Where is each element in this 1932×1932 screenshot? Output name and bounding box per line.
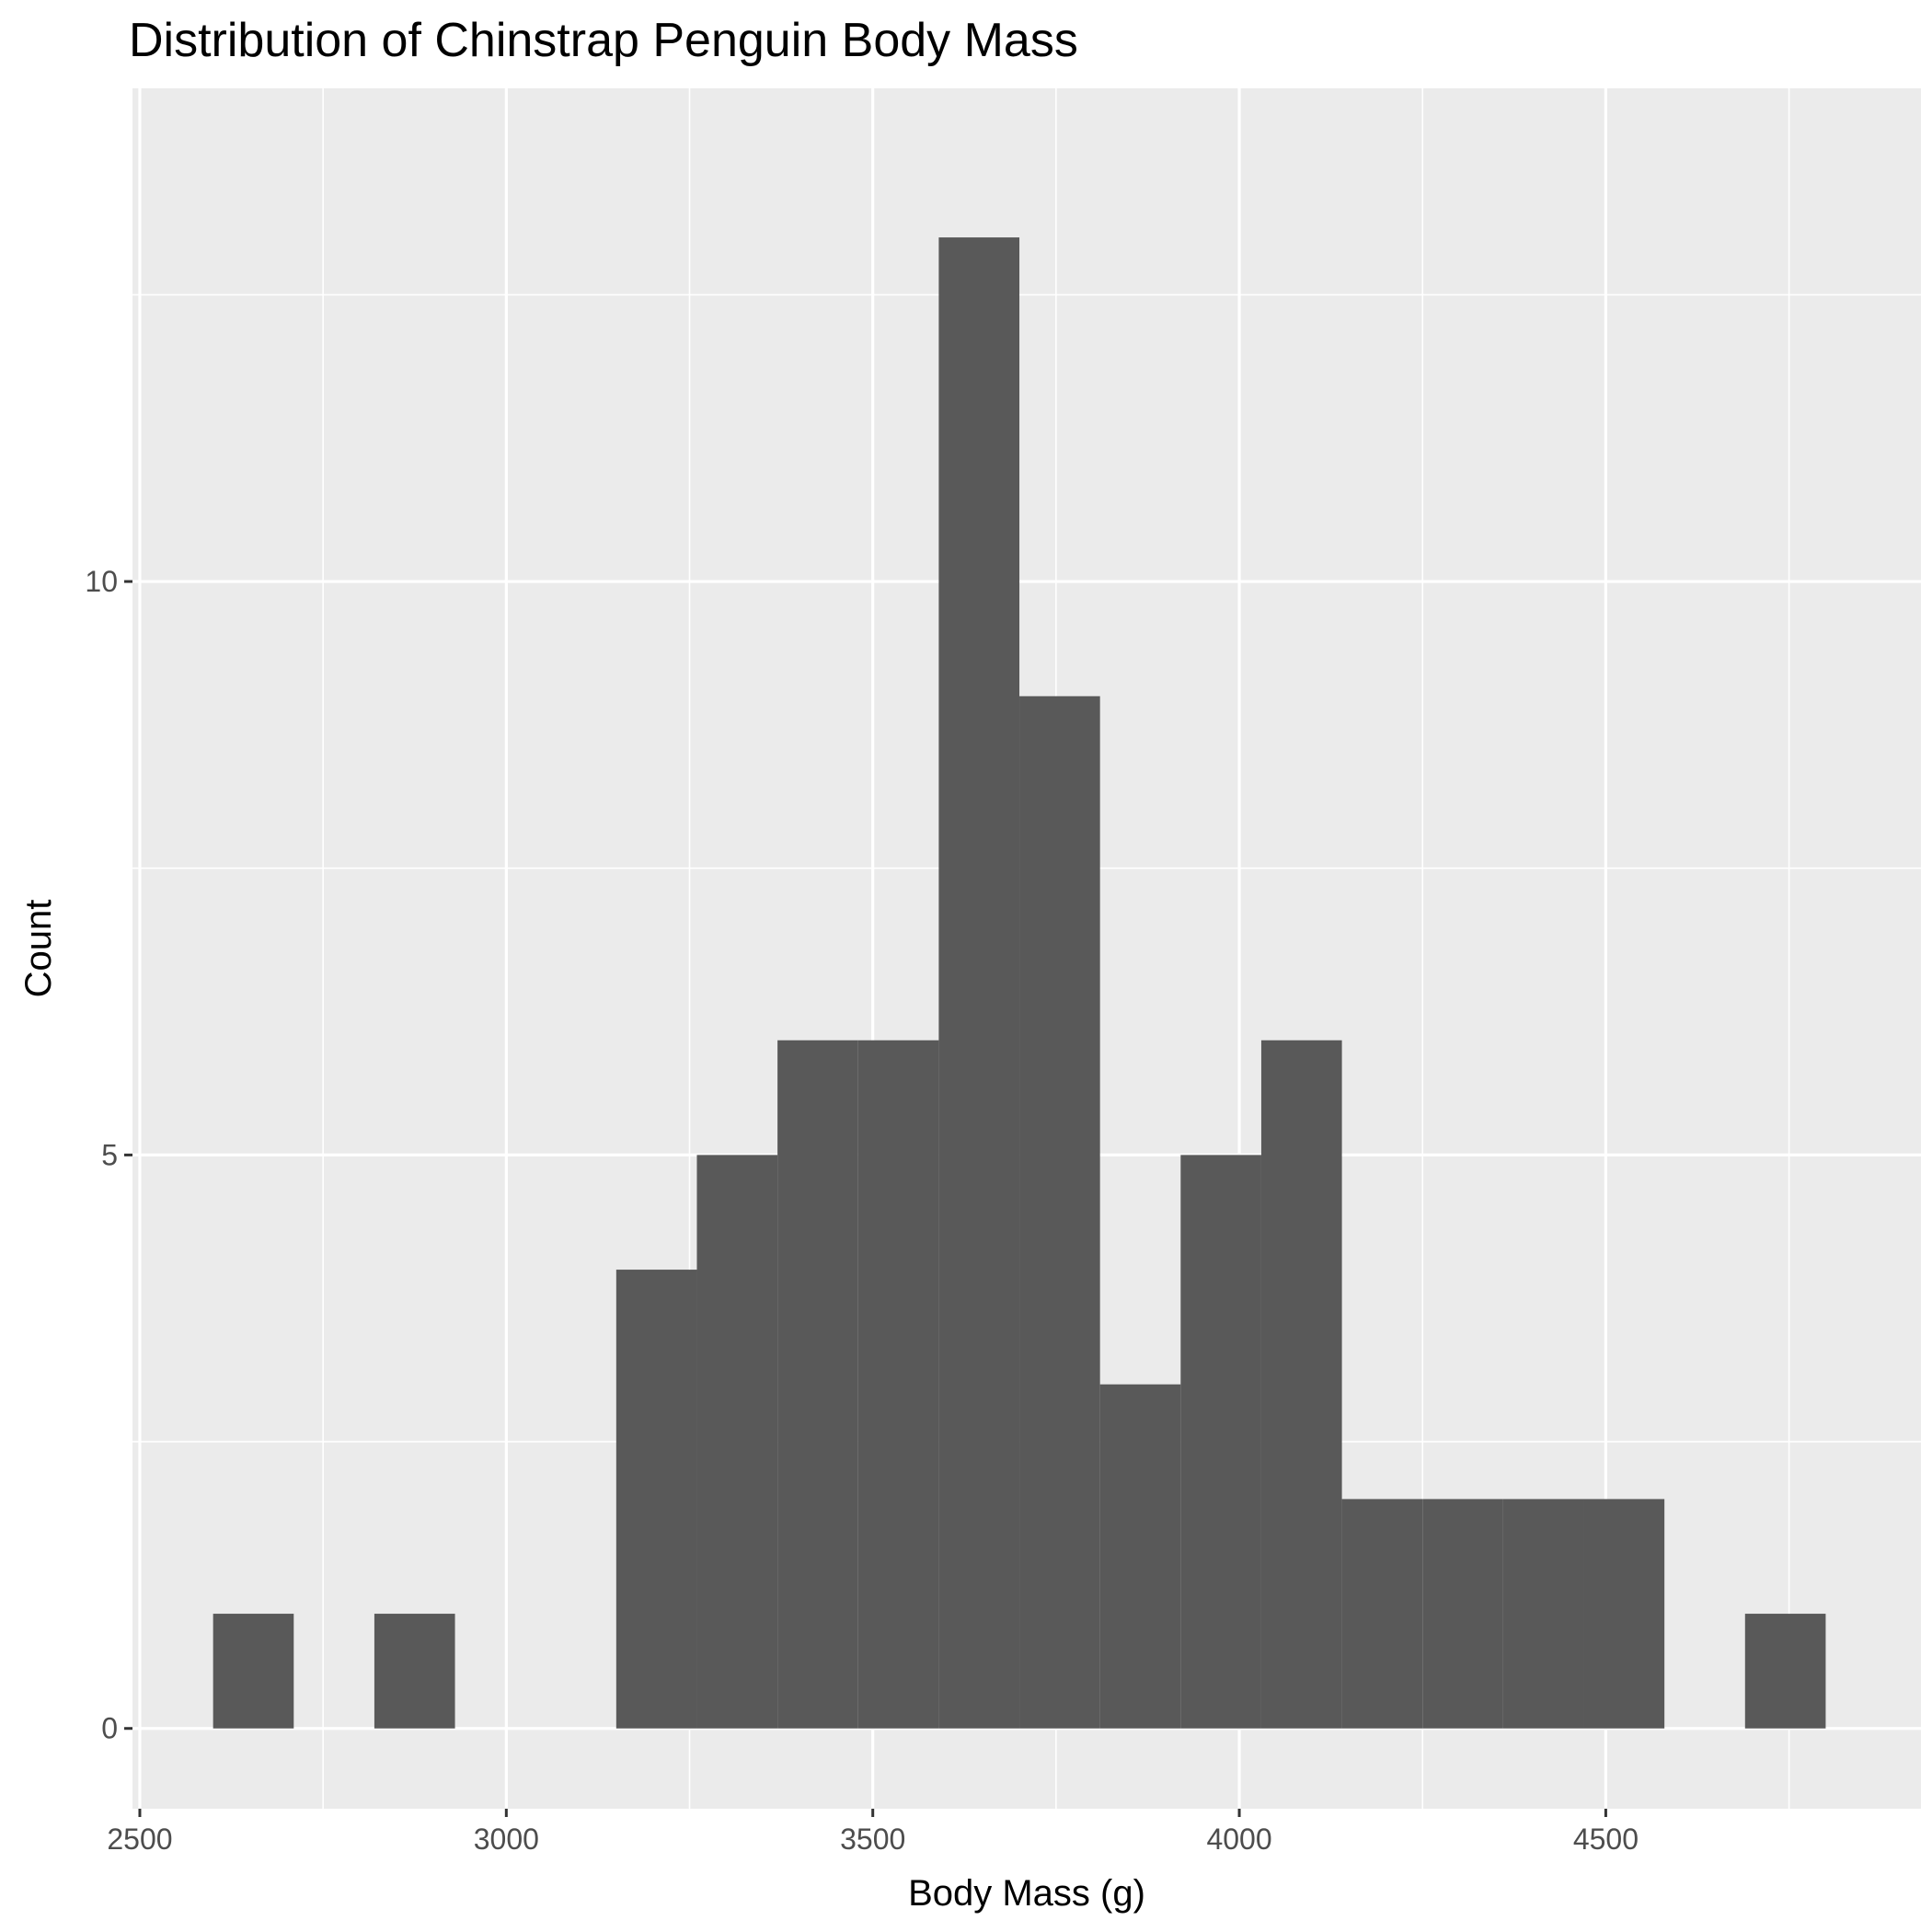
histogram-bar (1583, 1499, 1665, 1729)
histogram-bar (1099, 1384, 1181, 1729)
histogram-bar (696, 1155, 778, 1729)
histogram-bar (1502, 1499, 1584, 1729)
y-tick-label: 0 (101, 1712, 118, 1745)
histogram-bar (857, 1040, 939, 1729)
histogram-bar (1260, 1040, 1342, 1729)
histogram-bar (213, 1614, 294, 1729)
y-tick-label: 10 (85, 565, 118, 598)
x-axis: 2500 3000 3500 4000 4500 (107, 1809, 1639, 1856)
histogram-bar (1180, 1155, 1261, 1729)
x-tick-label: 4500 (1573, 1823, 1639, 1856)
histogram-bar (1744, 1614, 1826, 1729)
x-tick-label: 2500 (107, 1823, 172, 1856)
histogram-bar (777, 1040, 858, 1729)
x-tick-label: 3000 (474, 1823, 539, 1856)
y-axis: 0 5 10 (85, 565, 132, 1745)
y-axis-title: Count (18, 900, 59, 998)
histogram-bar (374, 1614, 455, 1729)
y-tick-label: 5 (101, 1138, 118, 1171)
major-gridlines (132, 88, 1921, 1809)
x-axis-title: Body Mass (g) (908, 1873, 1145, 1914)
chart-title: Distribution of Chinstrap Penguin Body M… (129, 14, 1078, 67)
x-tick-label: 4000 (1206, 1823, 1271, 1856)
x-tick-label: 3500 (840, 1823, 905, 1856)
histogram-bar (1019, 696, 1100, 1729)
histogram-bar (615, 1270, 697, 1729)
histogram-bars (213, 237, 1826, 1729)
histogram-bar (1422, 1499, 1503, 1729)
histogram-bar (1341, 1499, 1423, 1729)
histogram-bar (938, 237, 1020, 1729)
